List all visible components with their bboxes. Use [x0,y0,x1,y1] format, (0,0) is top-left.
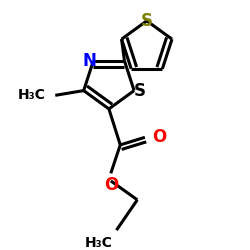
Text: S: S [141,12,153,30]
Text: H₃C: H₃C [18,88,46,102]
Text: S: S [134,82,146,100]
Text: O: O [104,176,118,194]
Text: N: N [82,52,96,70]
Text: O: O [152,128,167,146]
Text: H₃C: H₃C [85,236,113,250]
